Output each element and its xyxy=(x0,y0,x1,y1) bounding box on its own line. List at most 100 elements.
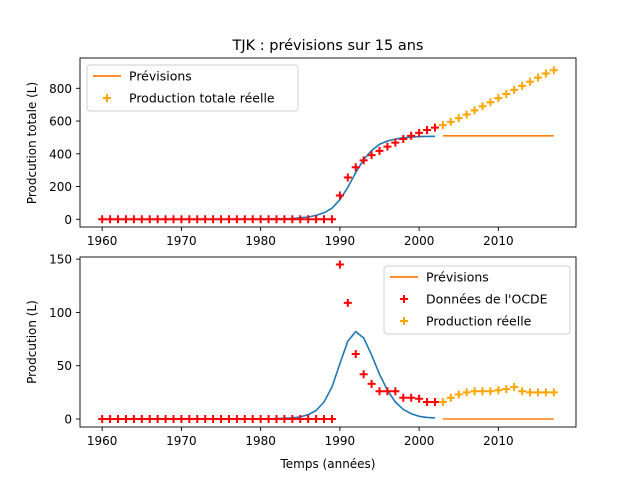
data-point-donn-es-de-l-ocde xyxy=(430,397,439,406)
y-tick-label: 100 xyxy=(49,306,72,320)
data-point-historical-marks xyxy=(359,156,368,165)
data-point-production-r-elle xyxy=(478,387,487,396)
data-point-historical-marks xyxy=(209,215,218,224)
data-point-production-totale-r-elle xyxy=(494,94,503,103)
data-point-donn-es-de-l-ocde xyxy=(248,415,257,424)
data-point-historical-marks xyxy=(224,215,233,224)
bottom-plot-marks xyxy=(98,260,558,424)
data-point-historical-marks xyxy=(177,215,186,224)
data-point-donn-es-de-l-ocde xyxy=(240,415,249,424)
figure-title: TJK : prévisions sur 15 ans xyxy=(232,38,424,54)
legend-label: Production réelle xyxy=(426,314,532,329)
x-tick-label: 1960 xyxy=(87,434,118,448)
x-tick-label: 1970 xyxy=(166,434,197,448)
data-point-production-r-elle xyxy=(533,388,542,397)
data-point-donn-es-de-l-ocde xyxy=(272,415,281,424)
data-point-historical-marks xyxy=(193,215,202,224)
data-point-donn-es-de-l-ocde xyxy=(114,415,123,424)
data-point-production-r-elle xyxy=(510,383,519,392)
y-tick-label: 200 xyxy=(49,180,72,194)
bottom-plot: 1960 1970 1980 1990 2000 2010 0 50 100 150 Prodc… xyxy=(25,253,577,471)
data-point-historical-marks xyxy=(161,215,170,224)
data-point-historical-marks xyxy=(391,138,400,147)
data-point-production-totale-r-elle xyxy=(478,102,487,111)
data-point-historical-marks xyxy=(106,215,115,224)
data-point-historical-marks xyxy=(153,215,162,224)
data-point-historical-marks xyxy=(185,215,194,224)
data-point-historical-marks xyxy=(217,215,226,224)
legend-label: Production totale réelle xyxy=(129,91,275,106)
data-point-production-r-elle xyxy=(526,388,535,397)
data-point-historical-marks xyxy=(169,215,178,224)
data-point-donn-es-de-l-ocde xyxy=(359,370,368,379)
data-point-donn-es-de-l-ocde xyxy=(320,415,329,424)
top-x-axis-ticks: 1960 1970 1980 1990 2000 2010 xyxy=(87,227,514,248)
y-tick-label: 600 xyxy=(49,115,72,129)
x-tick-label: 1980 xyxy=(245,234,276,248)
data-point-donn-es-de-l-ocde xyxy=(280,415,289,424)
data-point-historical-marks xyxy=(320,215,329,224)
data-point-historical-marks xyxy=(296,215,305,224)
legend-label: Prévisions xyxy=(426,270,489,285)
y-tick-label: 0 xyxy=(64,413,72,427)
data-point-historical-marks xyxy=(327,215,336,224)
x-tick-label: 2000 xyxy=(404,234,435,248)
data-point-production-totale-r-elle xyxy=(518,81,527,90)
data-point-donn-es-de-l-ocde xyxy=(137,415,146,424)
data-point-production-totale-r-elle xyxy=(502,90,511,99)
data-point-production-totale-r-elle xyxy=(470,106,479,115)
bottom-y-axis-ticks: 0 50 100 150 xyxy=(49,253,80,427)
series-line-fit-curve xyxy=(102,135,436,221)
data-point-production-totale-r-elle xyxy=(462,110,471,119)
data-point-donn-es-de-l-ocde xyxy=(177,415,186,424)
top-plot-marks xyxy=(98,66,558,224)
bottom-y-axis-label: Prodcution (L) xyxy=(25,300,39,384)
y-tick-label: 0 xyxy=(64,213,72,227)
legend-marker-swatch xyxy=(400,317,408,325)
top-y-axis-label: Prodcution totale (L) xyxy=(25,82,39,204)
x-tick-label: 1970 xyxy=(166,234,197,248)
data-point-historical-marks xyxy=(248,215,257,224)
data-point-donn-es-de-l-ocde xyxy=(121,415,130,424)
bottom-x-axis-ticks: 1960 1970 1980 1990 2000 2010 xyxy=(87,427,514,448)
data-point-production-totale-r-elle xyxy=(486,98,495,107)
x-tick-label: 1980 xyxy=(245,434,276,448)
data-point-production-r-elle xyxy=(462,388,471,397)
data-point-production-totale-r-elle xyxy=(446,117,455,126)
data-point-historical-marks xyxy=(430,123,439,132)
legend-box xyxy=(86,64,299,112)
data-point-historical-marks xyxy=(375,146,384,155)
data-point-historical-marks xyxy=(304,215,313,224)
y-tick-label: 50 xyxy=(57,359,72,373)
data-point-production-r-elle xyxy=(518,387,527,396)
data-point-donn-es-de-l-ocde xyxy=(399,393,408,402)
data-point-production-totale-r-elle xyxy=(526,77,535,86)
data-point-donn-es-de-l-ocde xyxy=(335,260,344,269)
data-point-historical-marks xyxy=(272,215,281,224)
data-point-donn-es-de-l-ocde xyxy=(383,387,392,396)
data-point-historical-marks xyxy=(256,215,265,224)
data-point-historical-marks xyxy=(121,215,130,224)
data-point-donn-es-de-l-ocde xyxy=(161,415,170,424)
data-point-donn-es-de-l-ocde xyxy=(327,415,336,424)
data-point-donn-es-de-l-ocde xyxy=(106,415,115,424)
data-point-production-r-elle xyxy=(470,387,479,396)
top-plot-frame xyxy=(79,57,577,228)
data-point-donn-es-de-l-ocde xyxy=(256,415,265,424)
data-point-historical-marks xyxy=(423,126,432,135)
data-point-donn-es-de-l-ocde xyxy=(343,298,352,307)
data-point-donn-es-de-l-ocde xyxy=(217,415,226,424)
data-point-production-totale-r-elle xyxy=(510,85,519,94)
data-point-production-r-elle xyxy=(549,388,558,397)
data-point-donn-es-de-l-ocde xyxy=(232,415,241,424)
data-point-donn-es-de-l-ocde xyxy=(391,387,400,396)
data-point-production-r-elle xyxy=(541,388,550,397)
data-point-donn-es-de-l-ocde xyxy=(351,349,360,358)
x-tick-label: 1990 xyxy=(325,434,356,448)
data-point-donn-es-de-l-ocde xyxy=(201,415,210,424)
bottom-x-axis-label: Temps (années) xyxy=(280,457,376,471)
bottom-legend: Prévisions Données de l'OCDE Production ré… xyxy=(383,265,571,335)
data-point-donn-es-de-l-ocde xyxy=(169,415,178,424)
data-point-historical-marks xyxy=(98,215,107,224)
top-y-axis-ticks: 0 200 400 600 800 xyxy=(49,82,80,227)
